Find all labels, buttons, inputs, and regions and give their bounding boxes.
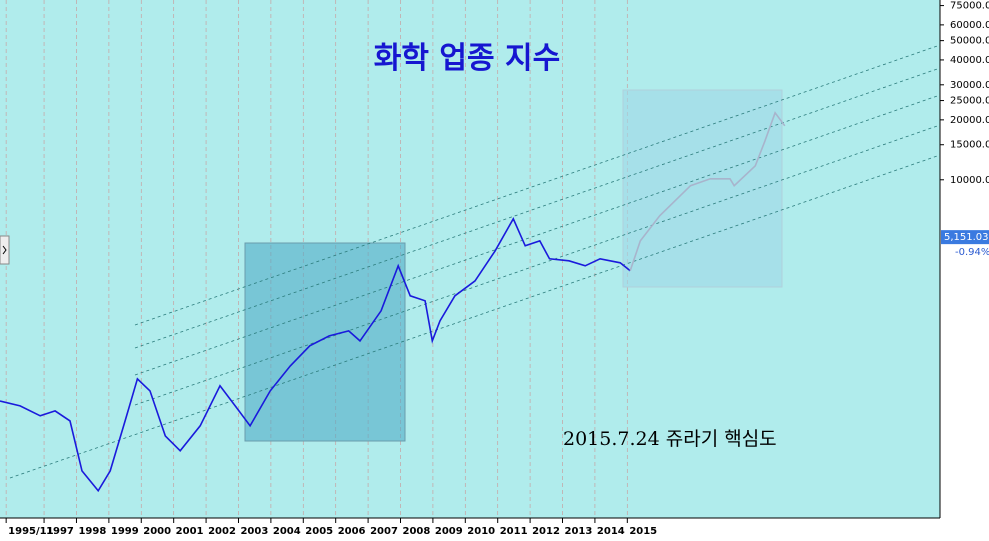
last-value-label: 5,151.03 xyxy=(944,232,989,243)
y-tick-label: 25000.00 xyxy=(950,96,989,107)
change-label: -0.94% xyxy=(955,247,989,258)
x-tick-label: 2009 xyxy=(435,526,463,537)
y-axis-area xyxy=(940,0,989,541)
y-tick-label: 10000.00 xyxy=(950,175,989,186)
x-tick-label: 1999 xyxy=(111,526,139,537)
x-tick-label: 2002 xyxy=(208,526,236,537)
y-tick-label: 75000.00 xyxy=(950,1,989,12)
annotation: 2015.7.24 쥬라기 핵심도 xyxy=(563,428,777,450)
y-tick-label: 40000.00 xyxy=(950,55,989,66)
y-tick-label: 20000.00 xyxy=(950,115,989,126)
x-tick-label: 2004 xyxy=(273,526,301,537)
y-tick-label: 15000.00 xyxy=(950,140,989,151)
x-axis-area xyxy=(0,518,940,541)
channel-lines xyxy=(9,44,941,479)
x-tick-label: 2006 xyxy=(338,526,366,537)
y-tick-label: 30000.00 xyxy=(950,80,989,91)
last-value-box xyxy=(941,230,989,245)
x-tick-label: 1998 xyxy=(78,526,106,537)
x-tick-label: 1997 xyxy=(46,526,74,537)
x-tick-label: 2010 xyxy=(467,526,495,537)
x-tick-label: 2007 xyxy=(370,526,398,537)
highlight-box xyxy=(622,89,783,288)
x-tick-label: 2014 xyxy=(597,526,625,537)
plot-background xyxy=(0,0,940,518)
y-tick-label: 60000.00 xyxy=(950,20,989,31)
price-line xyxy=(0,217,631,493)
x-tick-label: 2008 xyxy=(402,526,430,537)
channel-line xyxy=(9,154,941,479)
y-tick-label: 50000.00 xyxy=(950,36,989,47)
x-tick-label: 1995/11 xyxy=(8,526,53,537)
x-tick-label: 2005 xyxy=(305,526,333,537)
chart-title: 화학 업종 지수 xyxy=(374,41,561,76)
highlight-box xyxy=(244,242,406,442)
channel-line xyxy=(134,44,941,326)
side-toggle-button[interactable] xyxy=(0,235,10,265)
channel-line xyxy=(134,124,941,406)
x-tick-label: 2000 xyxy=(143,526,171,537)
x-tick-label: 2013 xyxy=(565,526,593,537)
channel-line xyxy=(134,94,941,376)
x-tick-label: 2001 xyxy=(176,526,204,537)
x-tick-label: 2003 xyxy=(240,526,268,537)
channel-line xyxy=(134,67,941,349)
x-tick-label: 2012 xyxy=(532,526,560,537)
x-tick-label: 2011 xyxy=(500,526,528,537)
toggle-arrow xyxy=(2,245,7,255)
price-line xyxy=(629,111,786,272)
x-tick-label: 2015 xyxy=(629,526,657,537)
